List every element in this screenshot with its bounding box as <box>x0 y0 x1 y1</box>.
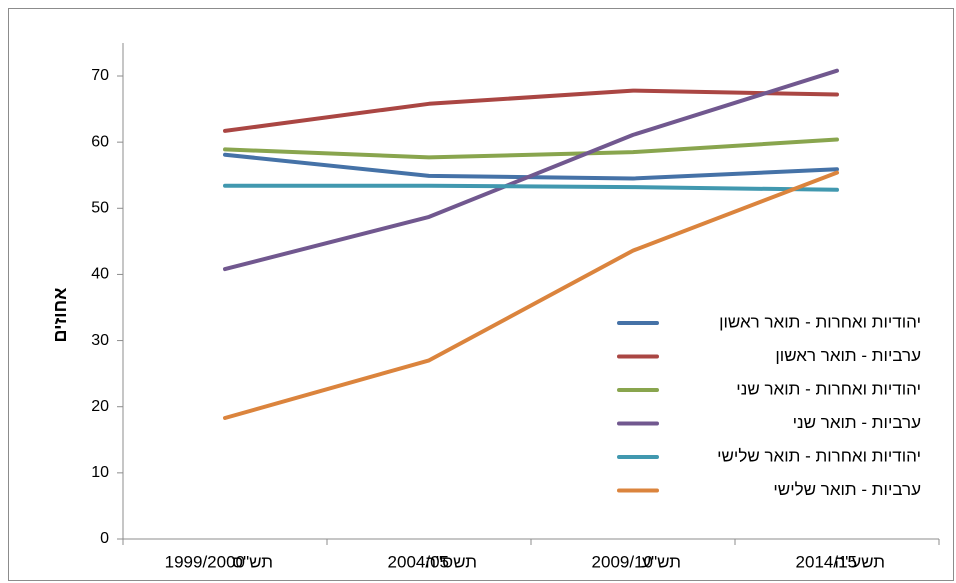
series-line <box>223 183 839 192</box>
y-axis-ticks: 0 10 20 30 40 50 60 70 <box>91 67 123 547</box>
series-line <box>223 170 839 420</box>
y-axis-title: אחוזים <box>50 288 70 343</box>
y-tick-label: 60 <box>91 133 109 150</box>
y-tick-label: 10 <box>91 464 109 481</box>
x-tick-label-hebrew: תשע"ה <box>834 552 885 571</box>
legend-label: יהודיות ואחרות - תואר שלישי <box>717 446 921 465</box>
series-line <box>223 88 839 133</box>
legend-label: ערביות - תואר ראשון <box>775 346 921 365</box>
legend-label: יהודיות ואחרות - תואר ראשון <box>719 312 921 331</box>
legend-label: ערביות - תואר שלישי <box>773 480 921 499</box>
series-line <box>223 137 839 160</box>
y-tick-label: 30 <box>91 332 109 349</box>
y-tick-label: 40 <box>91 266 109 283</box>
x-tick-label-year: 2014/15 <box>796 552 857 571</box>
y-tick-label: 20 <box>91 398 109 415</box>
x-tick-label-year: 1999/2000 <box>165 552 245 571</box>
y-tick-label: 70 <box>91 67 109 84</box>
x-tick-label-year: 2004/05 <box>388 552 449 571</box>
x-tick-label-hebrew: תשס"ה <box>425 552 477 571</box>
chart-series <box>223 68 839 420</box>
x-tick-label-hebrew: תש"ס <box>232 552 273 571</box>
y-tick-label: 50 <box>91 200 109 217</box>
chart-frame: 0 10 20 30 40 50 60 70 1999/2000 תש"ס 2004/05 תשס"… <box>8 8 954 581</box>
chart-legend: יהודיות ואחרות - תואר ראשון ערביות - תואר… <box>617 312 922 499</box>
x-tick-label-hebrew: תש"ע <box>641 552 681 571</box>
legend-label: ערביות - תואר שני <box>793 413 922 432</box>
series-line <box>223 68 839 272</box>
legend-label: יהודיות ואחרות - תואר שני <box>736 379 921 398</box>
y-tick-label: 0 <box>100 530 109 547</box>
x-tick-label-year: 2009/10 <box>592 552 653 571</box>
